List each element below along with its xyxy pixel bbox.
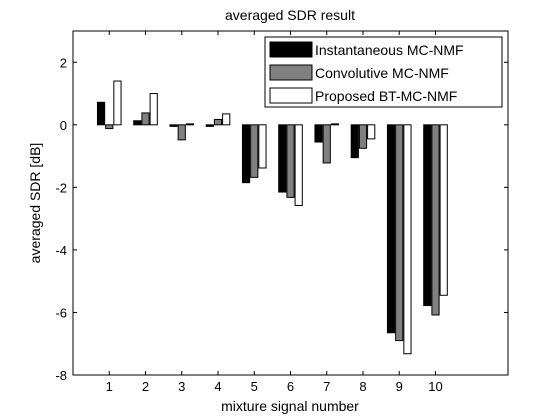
x-axis-label: mixture signal number	[221, 398, 359, 414]
chart-title: averaged SDR result	[225, 7, 355, 23]
bar-instantaneous-mc-nmf-6	[278, 124, 287, 193]
bar-convolutive-mc-nmf-9	[395, 124, 404, 342]
legend-swatch-proposed	[269, 87, 313, 104]
legend-swatch-instantaneous	[269, 41, 313, 58]
bar-convolutive-mc-nmf-4	[213, 119, 223, 126]
bar-instantaneous-mc-nmf-8	[350, 124, 359, 159]
bar-convolutive-mc-nmf-8	[358, 124, 368, 149]
x-tick-label: 4	[214, 379, 221, 394]
bar-proposed-bt-mc-nmf-2	[149, 93, 158, 126]
bar-convolutive-mc-nmf-2	[141, 112, 150, 126]
plot-frame	[72, 30, 509, 376]
y-axis-label: averaged SDR [dB]	[27, 143, 43, 264]
bar-instantaneous-mc-nmf-1	[96, 101, 106, 126]
ticks-layer: 1 2 3 4 5 6 7 8 9 10 -8 -6 -4 -2 0 2	[55, 31, 508, 394]
y-tick-label: -2	[55, 180, 67, 195]
x-tick-label: 7	[323, 379, 330, 394]
y-tick-label: -6	[55, 305, 67, 320]
x-tick-label: 9	[396, 379, 403, 394]
bar-proposed-bt-mc-nmf-8	[367, 124, 376, 140]
bar-convolutive-mc-nmf-5	[250, 124, 259, 178]
bar-instantaneous-mc-nmf-10	[423, 124, 432, 307]
y-tick-label: 0	[60, 118, 67, 133]
bars-layer	[96, 80, 448, 355]
x-tick-label: 10	[428, 379, 442, 394]
bar-proposed-bt-mc-nmf-7	[330, 123, 340, 126]
bar-proposed-bt-mc-nmf-10	[439, 124, 448, 296]
bar-proposed-bt-mc-nmf-1	[113, 80, 122, 126]
bar-instantaneous-mc-nmf-2	[133, 120, 142, 126]
x-tick-label: 6	[287, 379, 294, 394]
bar-instantaneous-mc-nmf-4	[205, 124, 214, 127]
legend-label-convolutive: Convolutive MC-NMF	[315, 65, 449, 81]
bar-convolutive-mc-nmf-10	[431, 124, 440, 316]
bar-proposed-bt-mc-nmf-4	[222, 113, 231, 126]
legend-swatch-convolutive	[269, 64, 313, 81]
x-tick-label: 5	[251, 379, 258, 394]
x-tick-label: 8	[359, 379, 366, 394]
bar-convolutive-mc-nmf-3	[177, 124, 186, 141]
legend: Instantaneous MC-NMF Convolutive MC-NMF …	[264, 36, 503, 108]
y-tick-label: -4	[55, 243, 67, 258]
legend-label-instantaneous: Instantaneous MC-NMF	[315, 42, 464, 58]
legend-label-proposed: Proposed BT-MC-NMF	[315, 88, 457, 104]
bar-proposed-bt-mc-nmf-6	[294, 124, 303, 206]
bar-proposed-bt-mc-nmf-9	[403, 124, 412, 355]
bar-convolutive-mc-nmf-6	[286, 124, 295, 198]
x-tick-label: 1	[106, 379, 113, 394]
x-tick-label: 3	[178, 379, 185, 394]
bar-instantaneous-mc-nmf-3	[169, 124, 178, 127]
y-tick-label: -8	[55, 368, 67, 383]
bar-convolutive-mc-nmf-1	[105, 124, 114, 130]
y-tick-label: 2	[60, 55, 67, 70]
bar-instantaneous-mc-nmf-9	[386, 124, 396, 334]
bar-convolutive-mc-nmf-7	[322, 124, 331, 164]
bar-instantaneous-mc-nmf-5	[241, 124, 251, 184]
bar-instantaneous-mc-nmf-7	[314, 124, 323, 143]
bar-proposed-bt-mc-nmf-5	[258, 124, 267, 169]
bar-proposed-bt-mc-nmf-3	[185, 123, 195, 126]
x-tick-label: 2	[142, 379, 149, 394]
